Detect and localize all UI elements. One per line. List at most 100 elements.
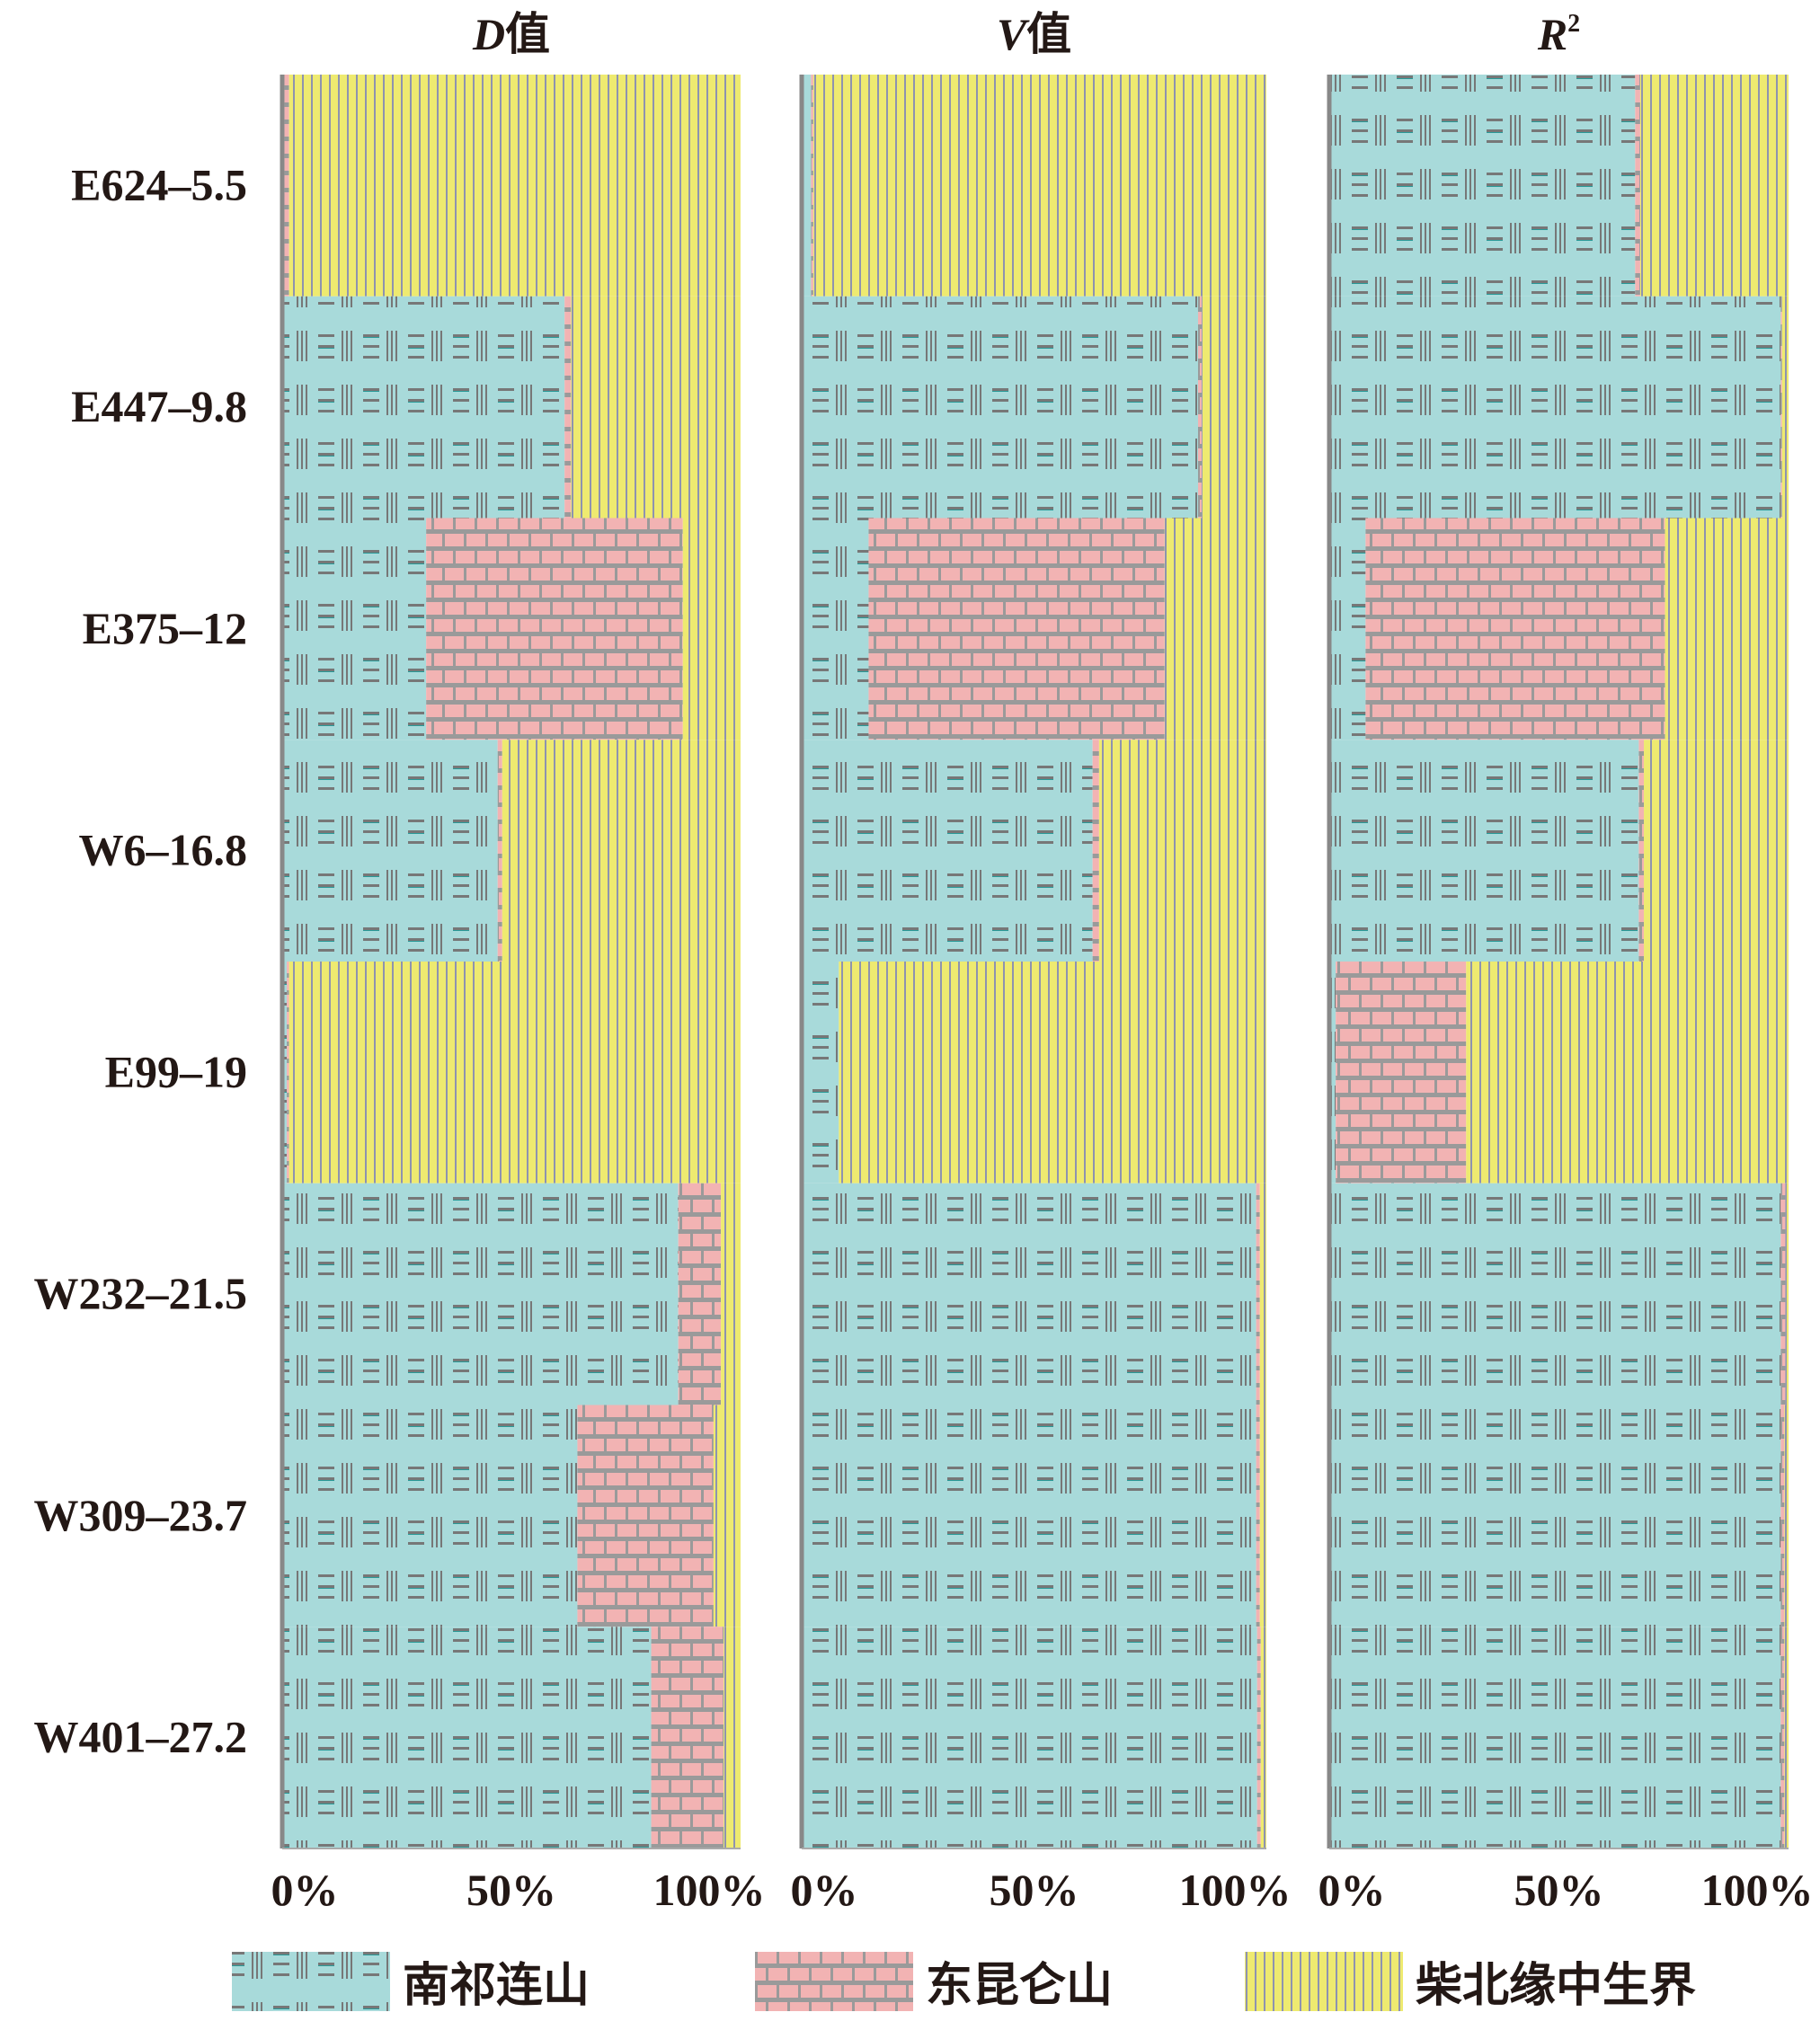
bar-segment-dongkunlun (1198, 296, 1203, 519)
bar-segment-chaibeiyuan (1259, 1405, 1266, 1627)
bar-segment-dongkunlun (1780, 1183, 1786, 1405)
bar-segment-nanqilian (282, 1183, 679, 1405)
bar-segment-dongkunlun (564, 296, 572, 519)
bar-segment-dongkunlun (1638, 740, 1645, 962)
bar-segment-nanqilian (802, 740, 1093, 962)
panel-title-suffix: 值 (505, 9, 550, 59)
legend: 南祁连山 东昆仑山 柴北缘中生界 (232, 1952, 1696, 2012)
category-label: E375–12 (83, 603, 247, 653)
bar-segment-dongkunlun (1092, 740, 1099, 962)
bar-segment-nanqilian (1329, 1183, 1781, 1405)
legend-label: 柴北缘中生界 (1416, 1960, 1696, 2012)
x-tick-label: 0% (791, 1865, 858, 1915)
bar-segment-nanqilian (282, 1627, 652, 1848)
bar-segment-dongkunlun (651, 1627, 724, 1848)
bar-segment-nanqilian (1329, 296, 1781, 519)
x-tick-label: 50% (990, 1865, 1079, 1915)
bar-segment-nanqilian (802, 1627, 1257, 1848)
bar-segment-chaibeiyuan (682, 518, 741, 740)
x-tick-label: 100% (1179, 1865, 1292, 1915)
bar-segment-dongkunlun (868, 518, 1165, 740)
bar-segment-chaibeiyuan (1260, 1627, 1266, 1848)
x-tick-label: 50% (466, 1865, 556, 1915)
legend-swatch (232, 1952, 390, 2011)
category-label: E447–9.8 (71, 381, 247, 431)
legend-swatch (1245, 1952, 1403, 2011)
legend-swatch (755, 1952, 913, 2011)
panel-title-sup: 2 (1567, 10, 1580, 38)
bar-segment-chaibeiyuan (724, 1627, 741, 1848)
bar-segment-chaibeiyuan (289, 962, 741, 1183)
bar-segment-chaibeiyuan (1665, 518, 1789, 740)
panel-title: V值 (997, 9, 1071, 59)
bar-segment-chaibeiyuan (1644, 740, 1789, 962)
bar-segment-chaibeiyuan (812, 75, 1266, 297)
bar-segment-chaibeiyuan (1164, 518, 1266, 740)
bar-segment-nanqilian (1329, 75, 1636, 297)
x-tick-label: 0% (1318, 1865, 1386, 1915)
bar-segment-chaibeiyuan (713, 1405, 741, 1627)
panel-title-var: D (472, 9, 505, 59)
x-tick-label: 100% (1701, 1865, 1814, 1915)
bar-segment-chaibeiyuan (1781, 296, 1789, 519)
bar-segment-chaibeiyuan (839, 962, 1266, 1183)
bar-segment-dongkunlun (426, 518, 683, 740)
category-label: W401–27.2 (34, 1712, 248, 1762)
bar-segment-nanqilian (1329, 518, 1366, 740)
bar-segment-dongkunlun (1780, 1627, 1785, 1848)
bar-segment-chaibeiyuan (289, 75, 741, 297)
bar-segment-chaibeiyuan (571, 296, 741, 519)
bar-segment-dongkunlun (1635, 75, 1640, 297)
bar-segment-chaibeiyuan (502, 740, 741, 962)
bar-segment-dongkunlun (1256, 1183, 1260, 1405)
bar-segment-dongkunlun (577, 1405, 714, 1627)
legend-label: 东昆仑山 (926, 1960, 1113, 2012)
x-tick-label: 100% (653, 1865, 766, 1915)
bar-segment-nanqilian (282, 962, 288, 1183)
bar-segment-nanqilian (1329, 1627, 1781, 1848)
category-label: E99–19 (105, 1046, 247, 1096)
bar-segment-dongkunlun (1256, 1627, 1261, 1848)
bar-segment-nanqilian (282, 740, 498, 962)
bar-segment-nanqilian (1329, 962, 1336, 1183)
bar-segment-nanqilian (282, 296, 565, 519)
legend-label: 南祁连山 (403, 1960, 590, 2012)
panel-title-var: R (1537, 9, 1567, 59)
bar-segment-dongkunlun (1336, 962, 1467, 1183)
bar-segment-chaibeiyuan (1785, 1183, 1789, 1405)
bar-segment-nanqilian (802, 962, 839, 1183)
bar-segment-chaibeiyuan (721, 1183, 741, 1405)
category-label: W232–21.5 (34, 1268, 248, 1318)
panel-2: R2 0% 50% 100% (1318, 9, 1814, 1915)
bar-segment-nanqilian (1329, 740, 1639, 962)
bar-segment-chaibeiyuan (1202, 296, 1266, 519)
x-tick-label: 0% (271, 1865, 339, 1915)
bar-segment-chaibeiyuan (1639, 75, 1789, 297)
category-label: E624–5.5 (71, 159, 247, 209)
panel-title: D值 (472, 9, 550, 59)
bar-segment-nanqilian (802, 75, 812, 297)
bar-segment-dongkunlun (497, 740, 502, 962)
panel-0: D值 0% 50% 100% (271, 9, 766, 1915)
bar-segment-chaibeiyuan (1259, 1183, 1266, 1405)
bar-segment-nanqilian (282, 518, 427, 740)
category-label: W6–16.8 (79, 825, 248, 875)
panel-title-suffix: 值 (1026, 9, 1071, 59)
bar-segment-dongkunlun (284, 75, 289, 297)
bar-segment-chaibeiyuan (1098, 740, 1266, 962)
bar-segment-nanqilian (802, 1405, 1256, 1627)
bar-segment-dongkunlun (1780, 1405, 1785, 1627)
panel-1: V值 0% 50% 100% (791, 9, 1292, 1915)
panel-title-var: V (997, 9, 1030, 59)
bar-segment-nanqilian (802, 518, 869, 740)
bar-segment-nanqilian (1329, 1405, 1781, 1627)
panel-title: R2 (1537, 9, 1580, 59)
bar-segment-nanqilian (282, 1405, 578, 1627)
bar-segment-dongkunlun (1256, 1405, 1260, 1627)
category-label: W309–23.7 (34, 1490, 248, 1540)
bar-segment-dongkunlun (678, 1183, 722, 1405)
bar-segment-chaibeiyuan (1784, 1405, 1789, 1627)
bar-segment-nanqilian (802, 296, 1199, 519)
bar-segment-dongkunlun (287, 962, 289, 1183)
